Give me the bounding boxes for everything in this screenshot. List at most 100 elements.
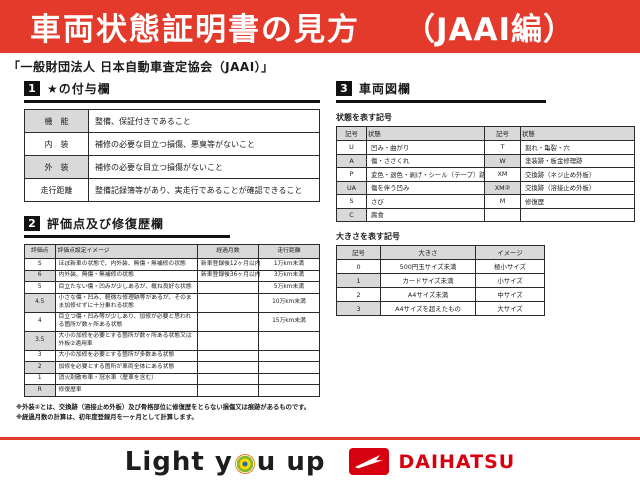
criteria-desc: 整備、保証付きであること bbox=[88, 109, 320, 133]
eval-km: 10万km未満 bbox=[257, 292, 321, 313]
table-row: 3.5 大小の加修を必要とする箇所が数ヶ所ある状態又は外板②適用車 bbox=[24, 330, 321, 351]
eval-months bbox=[196, 372, 259, 386]
section3-number-badge: 3 bbox=[336, 81, 352, 96]
table-row: 6 内外装、無傷・無補修の状態 新車登録後36ヶ月以内 3万km未満 bbox=[24, 269, 321, 283]
eval-desc: 消火剤散布車・冠水車（歴車を含む） bbox=[54, 372, 198, 386]
table-row: 外 装 補修の必要な目立つ損傷がないこと bbox=[24, 155, 320, 179]
eval-months: 新車登録後12ヶ月以内 bbox=[196, 258, 260, 271]
eval-desc: 大小の加修を必要とする箇所が数ヶ所ある状態又は外板②適用車 bbox=[54, 330, 198, 351]
section1-title: ★の付与欄 bbox=[47, 82, 111, 96]
col-header-months: 経過月数 bbox=[196, 244, 259, 259]
eval-km bbox=[257, 372, 321, 386]
organization-subtitle: 「一般財団法人 日本自動車査定協会（JAAI）」 bbox=[8, 60, 274, 74]
table-row: 内 装 補修の必要な目立つ損傷、悪臭等がないこと bbox=[24, 132, 320, 156]
condition-symbols-label: 状態を表す記号 bbox=[336, 113, 392, 122]
table-row: 5 目立たない傷・凹みが少しあるが、概ね良好な状態 5万km未満 bbox=[24, 281, 321, 294]
eval-desc: 修復歴車 bbox=[54, 384, 198, 397]
section2-number-badge: 2 bbox=[24, 216, 40, 231]
size-symbol: 3 bbox=[336, 301, 381, 316]
table-row: 2 A4サイズ未満 中サイズ bbox=[336, 287, 545, 302]
condition-state: 変色・退色・剥げ・シール（テープ）跡 bbox=[366, 167, 485, 182]
light-you-up-o-icon bbox=[234, 453, 255, 474]
eval-score: S bbox=[24, 258, 56, 271]
condition-symbol: UA bbox=[336, 180, 367, 195]
page-title-edition: （JAAI編） bbox=[404, 12, 576, 48]
condition-symbol: P bbox=[336, 167, 367, 182]
condition-symbol: S bbox=[336, 194, 367, 209]
table-row: 2 加修を必要とする箇所が車両全体にある状態 bbox=[24, 361, 321, 374]
col-header-size: 大きさ bbox=[380, 245, 476, 260]
col-header-symbol: 記号 bbox=[336, 245, 381, 260]
slogan-text-pre: Light y bbox=[124, 446, 233, 477]
table-row: S ほぼ新車の状態で、内外装、無傷・無補修の状態 新車登録後12ヶ月以内 1万k… bbox=[24, 258, 321, 271]
section1-header: 1 ★の付与欄 bbox=[24, 80, 320, 103]
table-row: U 凹み・曲がり T 割れ・亀裂・穴 bbox=[336, 140, 635, 155]
table-row: 1 カードサイズ未満 小サイズ bbox=[336, 273, 545, 288]
col-header-desc: 評価点設定イメージ bbox=[54, 244, 198, 259]
condition-state: 塗装跡・板金修理跡 bbox=[520, 153, 635, 168]
eval-months bbox=[196, 349, 259, 363]
eval-score: R bbox=[24, 384, 56, 397]
daihatsu-mark-icon bbox=[349, 448, 390, 475]
eval-desc: 内外装、無傷・無補修の状態 bbox=[54, 269, 198, 283]
eval-score: 3.5 bbox=[24, 330, 56, 351]
section2-header: 2 評価点及び修復歴欄 bbox=[24, 215, 230, 238]
col-header-state: 状態 bbox=[366, 126, 485, 141]
footer-divider bbox=[0, 437, 640, 440]
condition-state: 修復歴 bbox=[520, 194, 635, 209]
daihatsu-wordmark: DAIHATSU bbox=[398, 450, 516, 473]
eval-score: 4 bbox=[24, 311, 56, 332]
table-row: 4.5 小さな傷・凹み、軽微な修理跡等があるが、そのまま加修せずに十分乗れる状態… bbox=[24, 292, 321, 313]
table-row: 4 目立つ傷・凹み等が少しあり、加修が必要と思われる箇所が数ヶ所ある状態 15万… bbox=[24, 311, 321, 332]
eval-km bbox=[257, 361, 321, 374]
eval-score: 1 bbox=[24, 372, 56, 386]
eval-score: 2 bbox=[24, 361, 56, 374]
condition-symbol: M bbox=[484, 194, 521, 209]
criteria-desc: 整備記録簿等があり、実走行であることが確認できること bbox=[88, 178, 320, 202]
section2-title: 評価点及び修復歴欄 bbox=[47, 217, 165, 231]
size-desc: A4サイズを超えたもの bbox=[380, 301, 476, 316]
size-desc: A4サイズ未満 bbox=[380, 287, 476, 302]
table-row: S さび M 修復歴 bbox=[336, 194, 635, 209]
footnote-months: ※経過月数の計算は、初年度登録月を一ヶ月として計算します。 bbox=[16, 413, 198, 421]
eval-score: 6 bbox=[24, 269, 56, 283]
eval-score: 3 bbox=[24, 349, 56, 363]
condition-state bbox=[520, 207, 635, 222]
size-image: 極小サイズ bbox=[475, 259, 545, 274]
slogan-text-post: u up bbox=[256, 446, 326, 477]
condition-symbol bbox=[484, 207, 521, 222]
criteria-desc: 補修の必要な目立つ損傷がないこと bbox=[88, 155, 320, 179]
condition-state: 凹み・曲がり bbox=[366, 140, 485, 155]
eval-desc: 目立つ傷・凹み等が少しあり、加修が必要と思われる箇所が数ヶ所ある状態 bbox=[54, 311, 198, 332]
left-column: 1 ★の付与欄 機 能 整備、保証付きであること 内 装 補修の必要な目立つ損傷… bbox=[16, 80, 321, 422]
eval-km: 15万km未満 bbox=[257, 311, 321, 332]
title-banner: 車両状態証明書の見方 （JAAI編） bbox=[0, 0, 640, 53]
col-header-symbol: 記号 bbox=[484, 126, 521, 141]
table-row: 3 大小の加修を必要とする箇所が多数ある状態 bbox=[24, 349, 321, 363]
table-header-row: 記号 状態 記号 状態 bbox=[336, 126, 635, 141]
col-header-km: 走行距離 bbox=[257, 244, 321, 259]
eval-desc: 加修を必要とする箇所が車両全体にある状態 bbox=[54, 361, 198, 374]
eval-score: 4.5 bbox=[24, 292, 56, 313]
criteria-label: 内 装 bbox=[24, 132, 89, 156]
light-you-up-logo: Light y u up bbox=[125, 447, 326, 477]
condition-state: 腐食 bbox=[366, 207, 485, 222]
eval-desc: ほぼ新車の状態で、内外装、無傷・無補修の状態 bbox=[54, 258, 198, 271]
size-image: 大サイズ bbox=[475, 301, 545, 316]
table-row: UA 傷を伴う凹み XM② 交換跡（溶接止め外板） bbox=[336, 180, 635, 195]
eval-km: 3万km未満 bbox=[257, 269, 321, 283]
eval-desc: 小さな傷・凹み、軽微な修理跡等があるが、そのまま加修せずに十分乗れる状態 bbox=[54, 292, 198, 313]
size-desc: カードサイズ未満 bbox=[380, 273, 476, 288]
eval-months bbox=[196, 330, 259, 351]
section3-header: 3 車両図欄 bbox=[336, 80, 546, 103]
col-header-symbol: 記号 bbox=[336, 126, 367, 141]
table-row: 0 500円玉サイズ未満 極小サイズ bbox=[336, 259, 545, 274]
star-criteria-table: 機 能 整備、保証付きであること 内 装 補修の必要な目立つ損傷、悪臭等がないこ… bbox=[24, 109, 320, 202]
col-header-state: 状態 bbox=[520, 126, 635, 141]
eval-km: 1万km未満 bbox=[257, 258, 321, 271]
col-header-score: 評価点 bbox=[24, 244, 56, 259]
condition-symbol: A bbox=[336, 153, 367, 168]
eval-score: 5 bbox=[24, 281, 56, 294]
eval-km bbox=[257, 330, 321, 351]
footer: Light y u up DAIHATSU bbox=[0, 443, 640, 480]
